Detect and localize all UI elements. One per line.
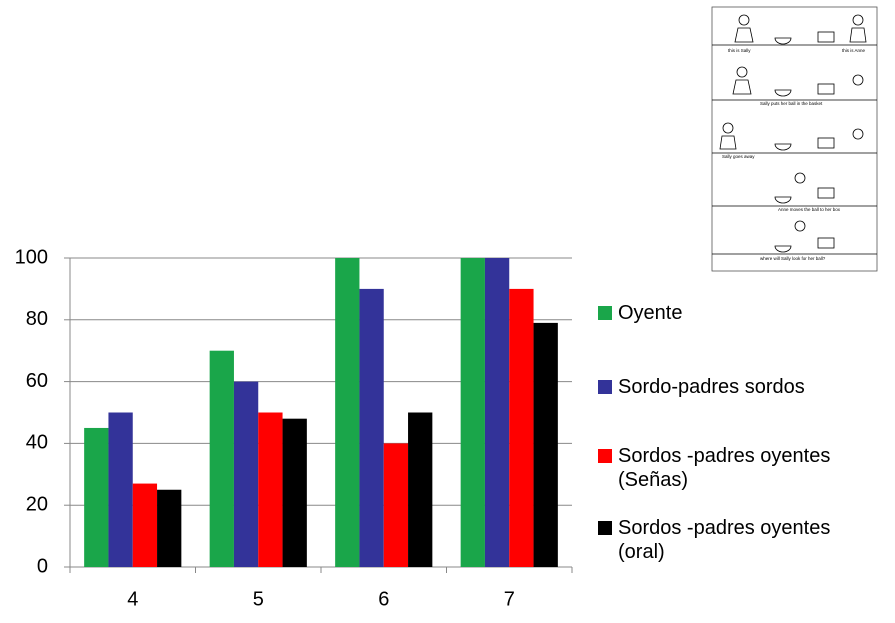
x-tick-label: 4 <box>127 588 138 610</box>
legend-swatch <box>598 449 612 463</box>
bar <box>108 412 133 567</box>
y-tick-label: 40 <box>26 432 48 454</box>
inset-caption: Sally goes away <box>722 154 755 159</box>
bar <box>84 427 109 567</box>
legend-label: Sordo-padres sordos <box>618 376 805 398</box>
bar <box>132 483 158 567</box>
bar <box>484 258 510 567</box>
bar <box>509 288 534 567</box>
bar <box>335 258 360 567</box>
inset-caption: Anne moves the ball to her box <box>778 207 841 212</box>
bar <box>359 288 384 567</box>
inset-caption: Sally puts her ball in the basket <box>760 101 823 106</box>
inset-caption: this is Anne <box>842 48 866 53</box>
y-tick-label: 0 <box>37 555 48 577</box>
legend-swatch <box>598 521 612 535</box>
y-tick-label: 60 <box>26 370 48 392</box>
legend-swatch <box>598 306 612 320</box>
inset-caption: where will Sally look for her ball? <box>760 256 826 261</box>
x-tick-label: 7 <box>504 588 515 610</box>
legend-label: Sordos -padres oyentes (Señas) <box>618 445 831 491</box>
x-tick-label: 6 <box>378 588 389 610</box>
y-tick-label: 20 <box>26 493 48 515</box>
bar <box>258 412 283 567</box>
y-tick-label: 80 <box>26 308 48 330</box>
legend-label: Sordos -padres oyentes (oral) <box>618 517 831 563</box>
bar <box>233 381 259 567</box>
bar <box>533 322 558 567</box>
bar <box>408 412 433 567</box>
legend-swatch <box>598 380 612 394</box>
bar <box>460 258 485 567</box>
bar <box>383 443 409 567</box>
inset-caption: this is Sally <box>728 48 751 53</box>
bar <box>209 350 234 567</box>
y-tick-label: 100 <box>15 246 48 268</box>
inset-comic <box>711 6 878 272</box>
legend-label: Oyente <box>618 302 683 324</box>
bar <box>157 489 182 567</box>
bar <box>282 418 307 567</box>
x-tick-label: 5 <box>253 588 264 610</box>
